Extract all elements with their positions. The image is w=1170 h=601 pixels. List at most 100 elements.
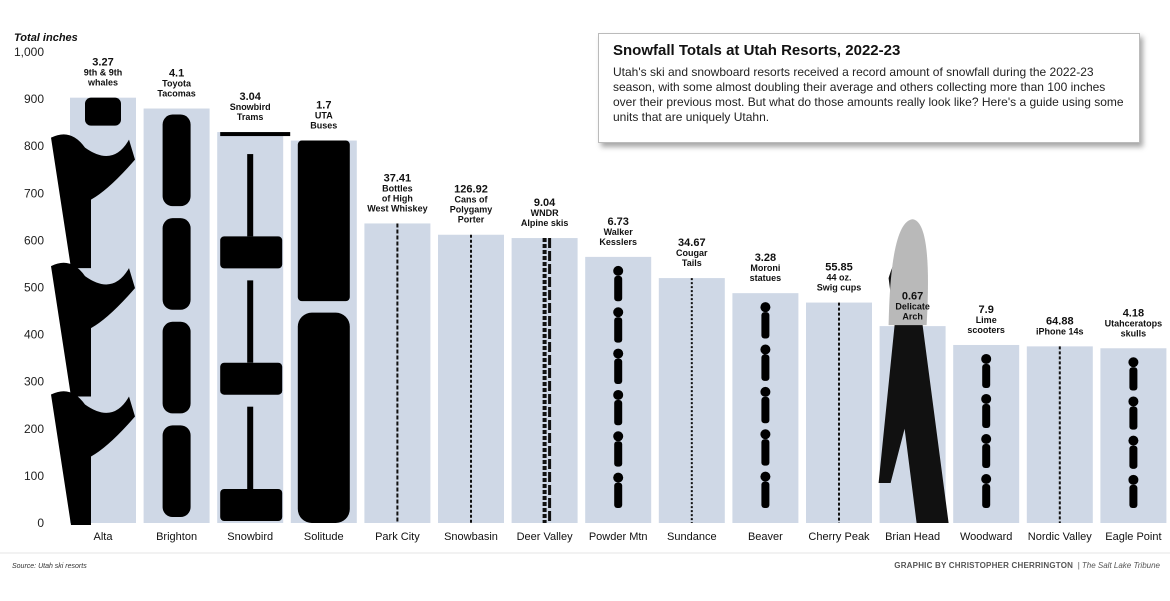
tram-icon [247, 154, 254, 237]
unit-name-label: Kesslers [599, 237, 637, 247]
unit-icon-group [1128, 357, 1139, 508]
unit-name-label: Bottles [382, 183, 413, 193]
category-label: Nordic Valley [1028, 531, 1092, 543]
y-tick-label: 200 [24, 422, 44, 436]
figure-icon [613, 265, 624, 276]
arch-top-icon [888, 219, 928, 326]
unit-count-label: 55.85 [825, 262, 853, 274]
publisher-name: The Salt Lake Tribune [1082, 561, 1161, 570]
y-tick-label: 900 [24, 92, 44, 106]
unit-name-label: scooters [967, 325, 1005, 335]
figure-icon [613, 307, 624, 318]
unit-name-label: Toyota [162, 79, 192, 89]
unit-icon-group [878, 219, 949, 523]
y-tick-label: 800 [24, 139, 44, 153]
unit-icon-group [51, 97, 135, 525]
category-label: Brian Head [885, 531, 940, 543]
figure-icon [761, 354, 770, 381]
unit-name-label: 44 oz. [826, 273, 851, 283]
y-tick-label: 700 [24, 186, 44, 200]
figure-icon [761, 396, 770, 424]
category-label: Brighton [156, 531, 197, 543]
unit-count-label: 3.28 [755, 252, 776, 264]
category-label: Powder Mtn [589, 531, 648, 543]
category-label: Cherry Peak [808, 531, 870, 543]
figure-icon [613, 472, 624, 483]
whale-icon [51, 262, 135, 397]
unit-icon-group [162, 114, 191, 517]
unit-count-label: 0.67 [902, 290, 923, 302]
info-box: Snowfall Totals at Utah Resorts, 2022-23… [598, 33, 1140, 143]
figure-icon [982, 363, 991, 388]
bus-icon [297, 140, 350, 302]
y-tick-label: 300 [24, 375, 44, 389]
figure-icon [760, 471, 771, 482]
y-axis-title: Total inches [14, 32, 78, 44]
figure-icon [761, 481, 770, 508]
figure-icon [761, 312, 770, 339]
unit-count-label: 34.67 [678, 237, 706, 249]
unit-name-label: West Whiskey [367, 203, 427, 213]
credit-line: GRAPHIC BY CHRISTOPHER CHERRINGTON | The… [894, 555, 1160, 572]
category-label: Woodward [960, 531, 1012, 543]
tram-icon [247, 280, 254, 363]
figure-icon [981, 393, 992, 404]
truck-icon [162, 321, 191, 414]
figure-icon [614, 275, 623, 302]
whale-icon [51, 391, 135, 525]
unit-name-label: WNDR [531, 208, 559, 218]
unit-name-label: 9th & 9th [84, 68, 123, 78]
figure-icon [981, 473, 992, 484]
unit-name-label: Snowbird [230, 102, 271, 112]
category-label: Sundance [667, 531, 717, 543]
figure-icon [982, 403, 991, 428]
figure-icon [760, 429, 771, 440]
figure-icon [982, 443, 991, 468]
unit-count-label: 7.9 [979, 304, 994, 316]
unit-name-label: Delicate [895, 301, 930, 311]
unit-name-label: Walker [604, 227, 634, 237]
figure-icon [760, 302, 771, 313]
truck-icon [162, 218, 191, 310]
tram-icon [247, 406, 254, 489]
whale-tail-icon [85, 97, 121, 126]
unit-name-label: Porter [458, 215, 485, 225]
unit-name-label: Arch [902, 311, 923, 321]
unit-icon-group [542, 238, 552, 523]
bus-icon [297, 312, 350, 523]
unit-name-label: Moroni [750, 263, 780, 273]
y-tick-label: 500 [24, 281, 44, 295]
unit-icon-group [981, 353, 992, 508]
category-label: Eagle Point [1105, 531, 1161, 543]
unit-icons [51, 97, 1139, 525]
unit-count-label: 37.41 [384, 172, 412, 184]
tram-cable-icon [220, 132, 291, 137]
unit-count-label: 3.27 [92, 57, 113, 69]
figure-icon [614, 399, 623, 426]
figure-icon [1128, 435, 1139, 446]
unit-name-label: whales [87, 78, 118, 88]
figure-icon [760, 386, 771, 397]
figure-icon [760, 344, 771, 355]
whale-icon [51, 134, 135, 269]
chart-title: Snowfall Totals at Utah Resorts, 2022-23 [613, 42, 901, 59]
unit-name-label: statues [750, 273, 782, 283]
figure-icon [614, 317, 623, 343]
graphic-credit: GRAPHIC BY CHRISTOPHER CHERRINGTON [894, 561, 1073, 570]
figure-icon [613, 389, 624, 400]
figure-icon [614, 482, 623, 508]
unit-name-label: iPhone 14s [1036, 326, 1084, 336]
figure-icon [1128, 357, 1139, 368]
unit-name-label: Utahceratops [1105, 318, 1163, 328]
category-labels: Alta Brighton Snowbird Solitude Park City Sno… [94, 531, 1162, 543]
figure-icon [613, 348, 624, 359]
unit-icon-group [760, 302, 771, 508]
category-label: Park City [375, 531, 420, 543]
unit-name-label: skulls [1121, 328, 1147, 338]
figure-icon [1128, 474, 1139, 485]
category-label: Snowbird [227, 531, 273, 543]
unit-name-label: Trams [237, 112, 264, 122]
unit-name-label: Lime [976, 315, 997, 325]
unit-icon-group [220, 132, 291, 521]
unit-name-label: of High [382, 193, 413, 203]
